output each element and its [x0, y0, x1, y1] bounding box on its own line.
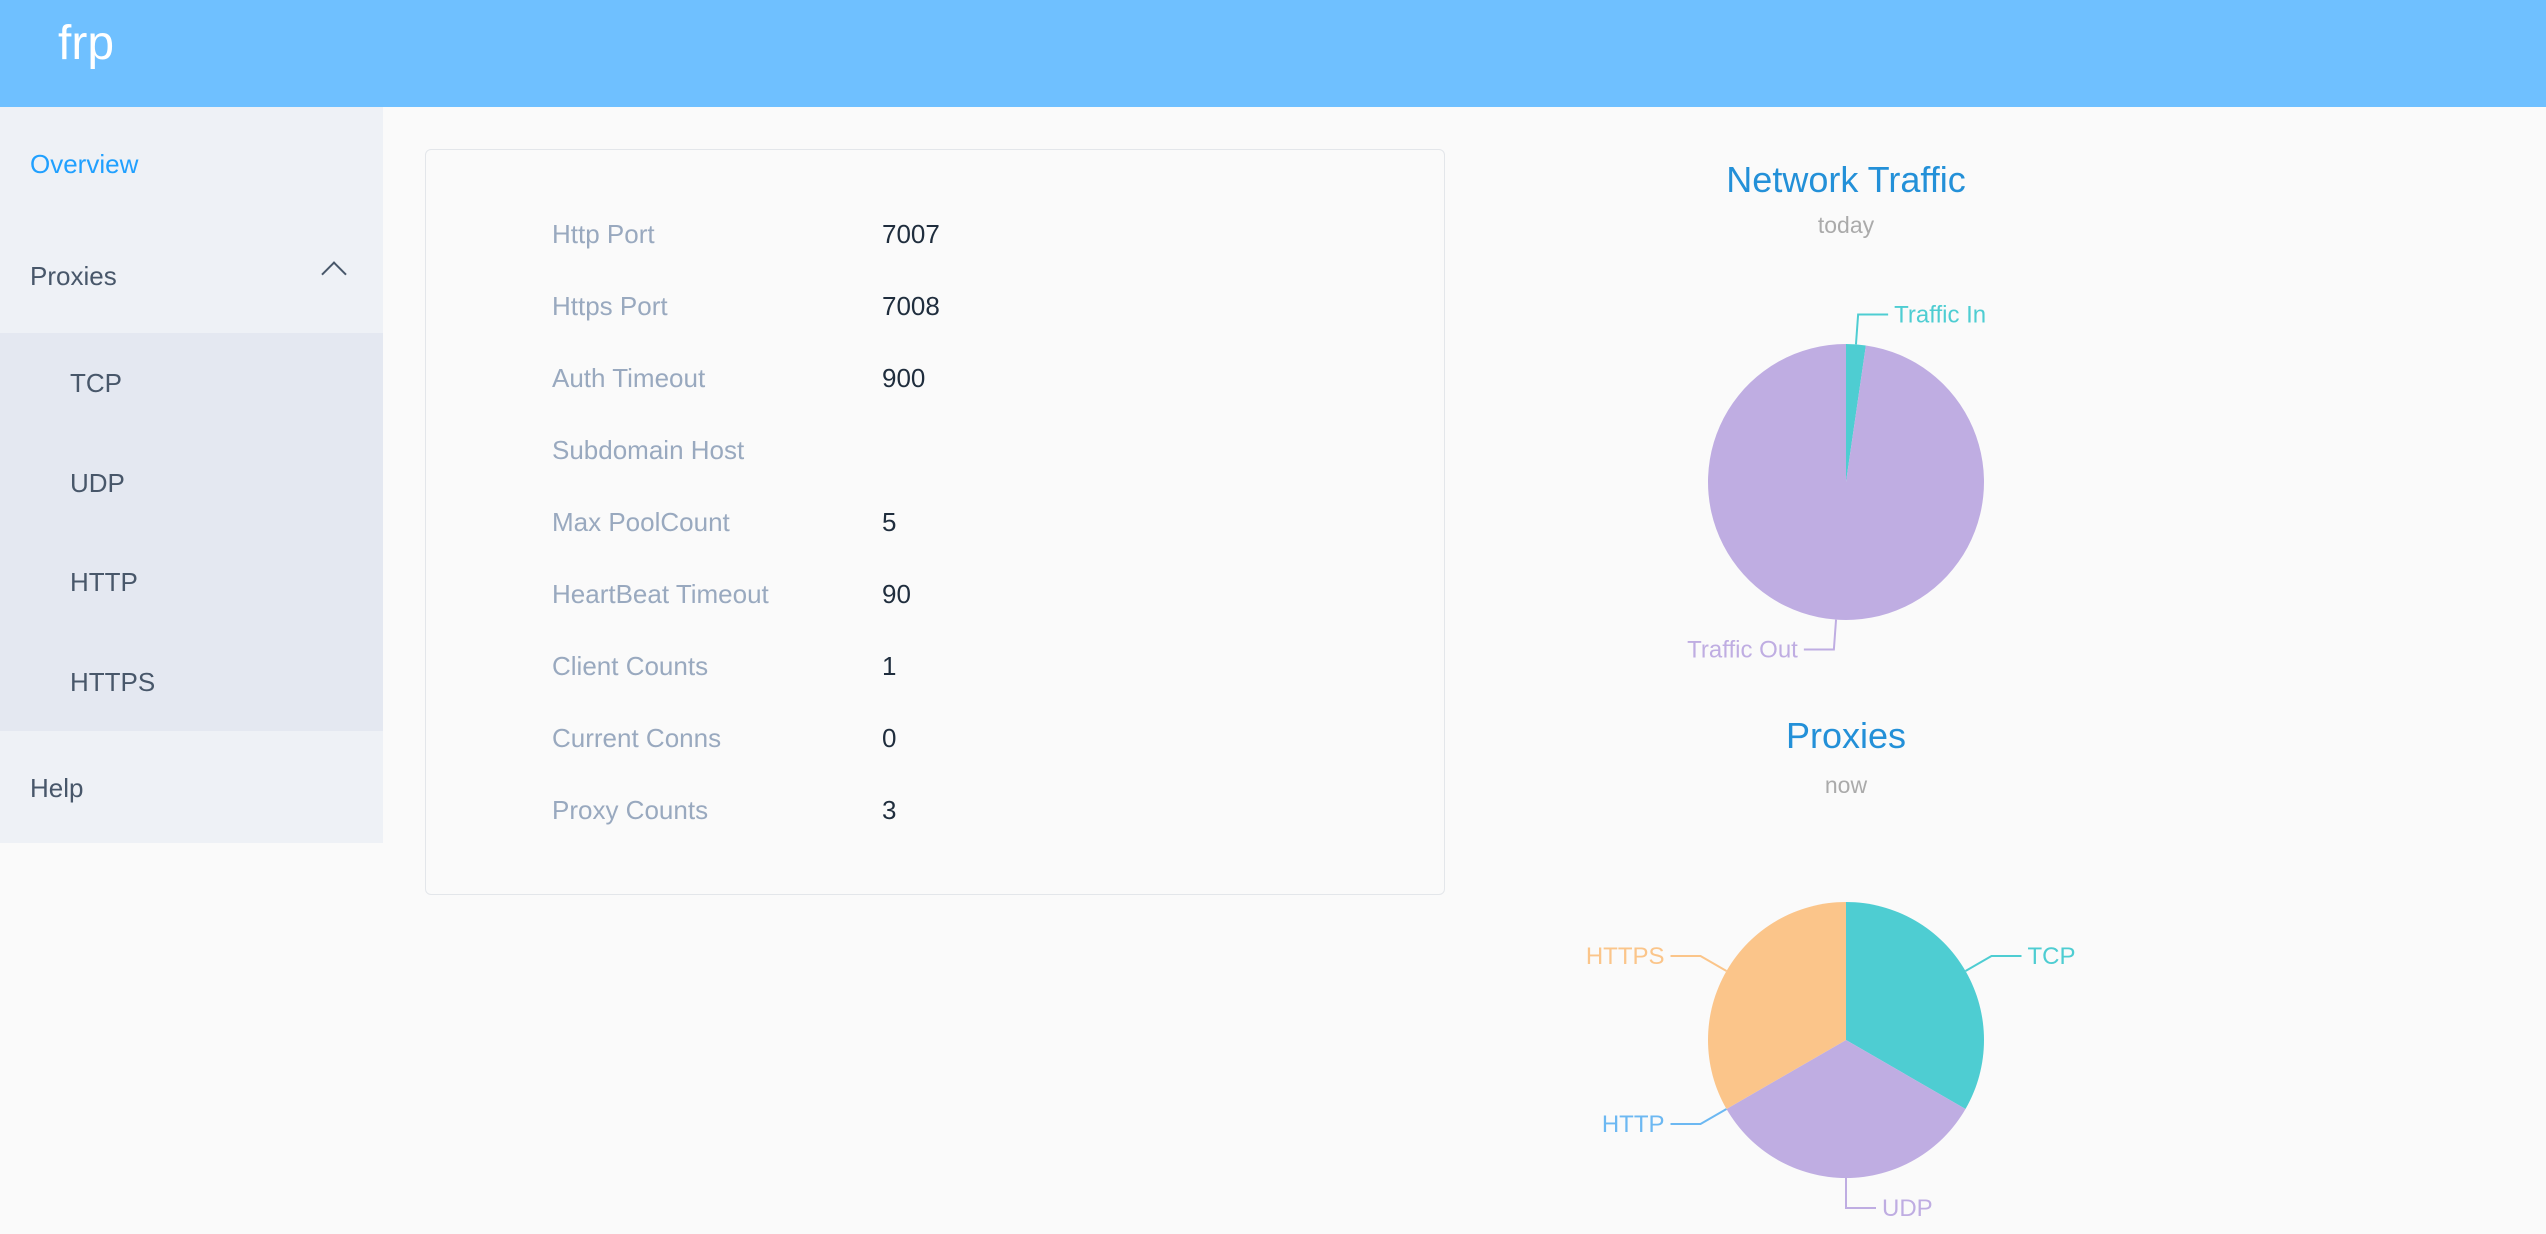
info-row-auth-timeout: Auth Timeout 900: [552, 358, 925, 398]
info-label: HeartBeat Timeout: [552, 578, 769, 609]
pie-label-traffic-out: Traffic Out: [1687, 637, 1798, 664]
info-label: Proxy Counts: [552, 794, 709, 825]
sidebar-item-overview[interactable]: Overview: [30, 148, 139, 179]
sidebar-item-udp[interactable]: UDP: [70, 467, 125, 498]
chart-subtitle: now: [1825, 772, 1868, 798]
chart-title: Proxies: [1786, 715, 1906, 756]
info-row-proxy-counts: Proxy Counts 3: [552, 790, 896, 830]
label-line-traffic-out: [1803, 619, 1838, 651]
info-label: Current Conns: [552, 722, 722, 753]
proxies-chart: Proxies now TCP UDP HTTP HTTPS: [1586, 715, 2076, 1222]
info-label: Max PoolCount: [552, 506, 730, 537]
info-row-http-port: Http Port 7007: [552, 214, 940, 254]
info-row-current-conns: Current Conns 0: [552, 718, 896, 758]
info-value: 3: [882, 794, 897, 825]
info-value: 7008: [882, 290, 940, 321]
proxies-submenu: TCP UDP HTTP HTTPS: [0, 333, 383, 731]
info-label: Subdomain Host: [552, 434, 745, 465]
label-line-udp: [1845, 1178, 1876, 1209]
info-value: 0: [882, 722, 897, 753]
pie-label-udp: UDP: [1882, 1195, 1933, 1222]
info-value: 5: [882, 506, 897, 537]
label-line-traffic-in: [1854, 313, 1889, 345]
info-value: 90: [882, 578, 911, 609]
info-row-https-port: Https Port 7008: [552, 286, 940, 326]
sidebar-item-proxies[interactable]: Proxies: [0, 223, 383, 329]
info-value: 1: [882, 650, 897, 681]
info-row-max-poolcount: Max PoolCount 5: [552, 502, 896, 542]
pie-label-traffic-in: Traffic In: [1894, 301, 1986, 328]
app-logo[interactable]: frp: [58, 17, 115, 70]
pie-slice-tcp[interactable]: [1846, 902, 1984, 1109]
sidebar-item-tcp[interactable]: TCP: [70, 367, 122, 398]
info-row-subdomain-host: Subdomain Host: [552, 430, 882, 470]
sidebar-item-http[interactable]: HTTP: [70, 566, 138, 597]
info-label: Https Port: [552, 290, 668, 321]
info-value: 7007: [882, 218, 940, 249]
pie-slice-traffic-out[interactable]: [1708, 344, 1985, 621]
sidebar-item-label: Proxies: [30, 260, 117, 291]
pie-slice-traffic-in[interactable]: [1846, 344, 1866, 482]
pie-label-tcp: TCP: [2027, 943, 2075, 970]
info-row-heartbeat-timeout: HeartBeat Timeout 90: [552, 574, 911, 614]
label-line-tcp: [1965, 955, 2022, 972]
sidebar: Overview Proxies TCP UDP HTTP HTTPS Help: [0, 107, 383, 843]
pie-slice-https[interactable]: [1708, 902, 1846, 1109]
pie-label-https: HTTPS: [1586, 943, 1665, 970]
server-info-card: Http Port 7007 Https Port 7008 Auth Timeou…: [425, 149, 1445, 895]
pie-label-http: HTTP: [1602, 1111, 1665, 1138]
chart-title: Network Traffic: [1726, 159, 1965, 200]
label-line-https: [1670, 955, 1727, 972]
label-line-http: [1670, 1108, 1727, 1125]
network-traffic-chart: Network Traffic today Traffic In Traffic …: [1687, 159, 1986, 664]
chart-subtitle: today: [1818, 212, 1875, 238]
top-header: frp: [0, 0, 2546, 107]
info-label: Http Port: [552, 218, 655, 249]
info-label: Client Counts: [552, 650, 709, 681]
sidebar-item-https[interactable]: HTTPS: [70, 666, 156, 697]
info-label: Auth Timeout: [552, 362, 706, 393]
info-value: 900: [882, 362, 926, 393]
info-row-client-counts: Client Counts 1: [552, 646, 896, 686]
sidebar-item-help[interactable]: Help: [30, 772, 84, 803]
